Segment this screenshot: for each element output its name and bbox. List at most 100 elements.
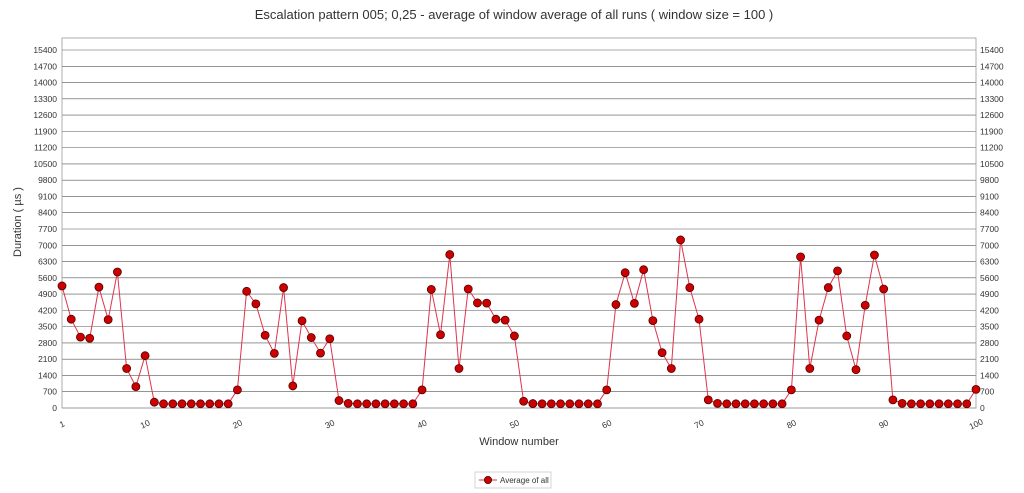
y-tick-label-left: 4200 <box>38 305 57 315</box>
data-point <box>528 399 538 408</box>
y-tick-label-left: 9800 <box>38 175 57 185</box>
data-point <box>454 364 464 373</box>
data-point <box>103 315 113 325</box>
y-tick-label-right: 2800 <box>980 338 999 348</box>
y-tick-label-left: 12600 <box>33 110 57 120</box>
legend[interactable]: Average of all <box>474 471 552 489</box>
data-point <box>759 399 769 409</box>
data-point <box>602 385 612 395</box>
x-tick-label: 90 <box>877 417 890 430</box>
y-tick-label-left: 14000 <box>33 78 57 88</box>
y-tick-label-right: 14000 <box>980 78 1004 88</box>
data-point <box>251 299 261 309</box>
data-point <box>334 396 344 405</box>
y-tick-label-right: 14700 <box>980 61 1004 71</box>
data-point <box>131 382 141 392</box>
data-point <box>269 348 279 358</box>
data-point <box>574 399 584 409</box>
y-tick-label-right: 11900 <box>980 126 1003 136</box>
y-tick-label-right: 15400 <box>980 45 1004 55</box>
y-tick-label-left: 2100 <box>38 354 57 364</box>
y-tick-label-right: 2100 <box>980 354 999 364</box>
data-point <box>306 333 316 342</box>
data-point <box>750 399 759 409</box>
data-point <box>630 298 639 308</box>
data-point <box>408 399 418 409</box>
data-point <box>620 268 630 278</box>
data-point <box>556 399 565 409</box>
data-point <box>657 348 667 358</box>
data-point <box>731 399 741 409</box>
data-point <box>177 399 187 409</box>
y-axis-right-ticks: 0 700 1400 2100 2800 3500 4200 4900 5600 6300 7000… <box>980 45 1004 413</box>
data-point <box>122 364 132 373</box>
data-point <box>399 399 408 409</box>
x-axis-ticks: 1 10 20 30 40 50 60 70 80 90 100 <box>58 416 985 431</box>
data-point <box>214 399 224 409</box>
data-point <box>223 399 233 409</box>
data-point <box>426 285 436 294</box>
data-point <box>953 399 962 409</box>
y-tick-label-left: 14700 <box>33 61 57 71</box>
data-point <box>583 399 593 409</box>
data-point <box>436 330 445 340</box>
data-point <box>509 331 519 341</box>
data-point <box>260 330 270 340</box>
data-point <box>703 395 713 405</box>
data-point <box>593 399 602 409</box>
data-point <box>168 399 178 409</box>
x-tick-label: 100 <box>967 416 984 431</box>
data-point <box>279 283 288 292</box>
data-point <box>842 331 852 341</box>
x-tick-label: 40 <box>416 417 429 430</box>
y-tick-label-left: 6300 <box>38 257 57 267</box>
data-point <box>639 265 649 275</box>
data-point <box>851 365 861 375</box>
x-tick-label: 70 <box>693 417 706 430</box>
data-point <box>519 396 529 406</box>
series-average-of-all <box>57 235 981 409</box>
data-point <box>823 283 833 292</box>
series-line <box>61 239 977 405</box>
data-point <box>445 250 455 259</box>
data-point <box>888 395 898 405</box>
x-tick-label: 20 <box>231 417 244 430</box>
data-point <box>205 399 215 409</box>
y-tick-label-left: 5600 <box>38 273 57 283</box>
y-tick-label-left: 2800 <box>38 338 57 348</box>
data-point <box>713 398 722 408</box>
data-point <box>380 399 390 409</box>
y-tick-label-right: 4200 <box>980 305 999 315</box>
y-tick-label-left: 11900 <box>34 126 57 136</box>
data-point <box>186 399 196 409</box>
y-tick-label-left: 4900 <box>38 289 57 299</box>
data-point <box>777 399 787 409</box>
data-point <box>565 399 575 409</box>
data-point <box>362 399 372 409</box>
data-point <box>860 300 870 310</box>
data-point <box>722 399 732 409</box>
data-point <box>786 385 796 395</box>
y-tick-label-left: 7700 <box>38 224 57 234</box>
y-tick-label-left: 8400 <box>38 208 57 218</box>
data-point <box>879 284 889 294</box>
x-tick-label: 30 <box>323 417 336 430</box>
data-point <box>112 267 122 277</box>
y-tick-label-right: 11200 <box>980 143 1003 153</box>
data-point <box>57 281 67 291</box>
data-point <box>934 399 944 409</box>
legend-label: Average of all <box>500 476 549 485</box>
data-point <box>611 300 621 309</box>
data-point <box>971 385 981 394</box>
y-tick-label-right: 700 <box>980 387 994 397</box>
data-point <box>159 399 168 409</box>
data-point <box>768 399 778 409</box>
data-point <box>353 399 362 409</box>
data-point <box>66 314 76 324</box>
data-point <box>897 398 907 408</box>
data-point <box>916 399 926 409</box>
y-tick-label-right: 12600 <box>980 110 1004 120</box>
y-tick-label-left: 3500 <box>38 322 57 332</box>
data-point <box>740 399 750 409</box>
